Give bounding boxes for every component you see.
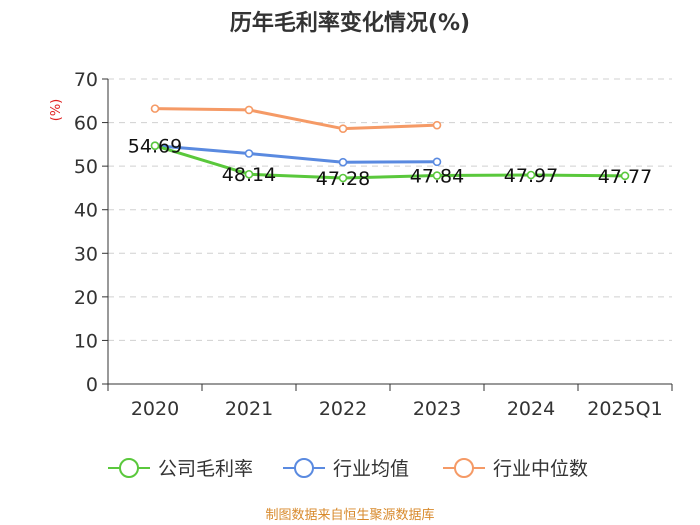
chart-title: 历年毛利率变化情况(%)	[230, 10, 470, 36]
data-label-0: 54.69	[128, 136, 182, 158]
data-label-3: 47.84	[410, 166, 464, 188]
y-tick-label-20: 20	[74, 287, 98, 309]
data-labels: 54.69 48.14 47.28 47.84 47.97 47.77	[128, 136, 652, 190]
series-point-2-3[interactable]	[432, 120, 442, 130]
series-point-2-2[interactable]	[338, 124, 348, 133]
legend-label-2[interactable]: 行业中位数	[493, 458, 588, 480]
x-tick-label-2024: 2024	[507, 398, 555, 420]
legend[interactable]: 公司毛利率 行业均值 行业中位数	[108, 458, 588, 480]
series-point-0-5[interactable]	[620, 171, 630, 181]
series-point-0-2[interactable]	[338, 173, 348, 183]
y-axis-label: (%)	[49, 99, 64, 122]
series-point-2-1[interactable]	[244, 105, 254, 115]
data-label-2: 47.28	[316, 168, 370, 190]
series-line-1	[154, 144, 438, 164]
grid	[108, 78, 672, 341]
legend-marker-2[interactable]	[454, 458, 474, 478]
series-point-0-0[interactable]	[150, 141, 160, 151]
data-label-5: 47.77	[598, 166, 652, 188]
y-tick-label-0: 0	[86, 374, 98, 396]
y-tick-label-30: 30	[74, 243, 98, 265]
legend-marker-1[interactable]	[294, 458, 314, 478]
series-point-1-2[interactable]	[338, 157, 348, 167]
y-tick-label-70: 70	[74, 69, 98, 91]
series-point-0-3[interactable]	[432, 171, 442, 180]
y-tick-label-60: 60	[74, 113, 98, 135]
data-label-1: 48.14	[222, 164, 276, 186]
series-point-2-0[interactable]	[150, 104, 160, 113]
y-tick-label-10: 10	[74, 330, 98, 352]
legend-label-1[interactable]: 行业均值	[333, 458, 409, 480]
y-tick-label-50: 50	[74, 156, 98, 178]
series-point-1-1[interactable]	[244, 149, 254, 158]
source-note: 制图数据来自恒生聚源数据库	[265, 507, 434, 523]
legend-label-0[interactable]: 公司毛利率	[158, 458, 253, 480]
x-tick-label-2020: 2020	[131, 398, 179, 420]
series-point-0-1[interactable]	[244, 169, 254, 179]
series-point-0-4[interactable]	[526, 170, 536, 180]
y-tick-label-40: 40	[74, 200, 98, 222]
series-line-2	[154, 107, 438, 131]
series-layer	[150, 104, 630, 183]
x-tick-label-2023: 2023	[413, 398, 461, 420]
x-tick-label-2025Q1: 2025Q1	[587, 398, 662, 420]
data-label-4: 47.97	[504, 165, 558, 187]
x-tick-label-2021: 2021	[225, 398, 273, 420]
axes: 0 10 20 30 40 50 60 70 2020 2021 2022 2023 2024 2025Q…	[74, 69, 673, 420]
legend-marker-0[interactable]	[119, 458, 139, 478]
x-tick-label-2022: 2022	[319, 398, 367, 420]
series-point-1-3[interactable]	[432, 157, 442, 167]
series-line-0	[154, 144, 626, 180]
